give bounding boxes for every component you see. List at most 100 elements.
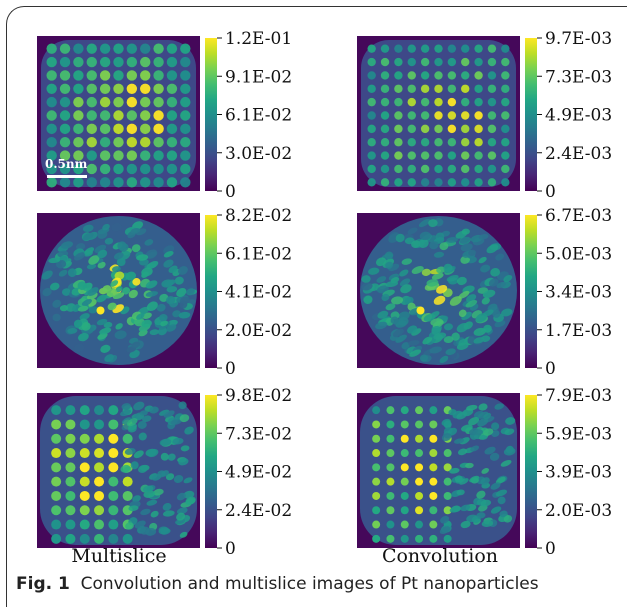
atom-spot	[447, 71, 457, 80]
atom-spot	[94, 419, 105, 430]
atom-spot	[394, 164, 403, 174]
atom-spot	[51, 476, 62, 487]
heatmap-image	[357, 213, 520, 368]
atom-spot	[167, 319, 178, 326]
atom-spot	[113, 43, 124, 54]
atom-spot	[380, 124, 390, 134]
atom-spot	[418, 239, 429, 248]
colorbar-tick-label: 2.4E-02	[225, 501, 292, 521]
atom-spot	[441, 418, 451, 427]
atom-spot	[446, 274, 459, 282]
atom-spot	[132, 495, 141, 503]
atom-spot	[126, 137, 138, 148]
atom-spot	[136, 254, 149, 261]
atom-spot	[436, 266, 446, 274]
atom-spot	[183, 477, 193, 484]
atom-spot	[88, 255, 100, 265]
atom-spot	[472, 429, 484, 436]
atom-spot	[99, 110, 111, 121]
atom-spot	[160, 452, 169, 461]
atom-spot	[141, 319, 152, 328]
atom-spot	[386, 534, 395, 543]
colorbar-tick-label: 7.9E-03	[545, 386, 612, 406]
atom-spot	[420, 111, 430, 120]
atom-spot	[94, 519, 105, 530]
atom-spot	[487, 164, 497, 174]
atom-spot	[146, 499, 158, 506]
atom-spot	[59, 70, 71, 81]
atom-spot	[453, 438, 465, 444]
atom-spot	[128, 289, 138, 299]
colorbar-tick-label: 9.7E-03	[545, 29, 612, 49]
atom-spot	[163, 259, 174, 268]
atom-spot	[431, 272, 444, 280]
atom-spot	[474, 97, 483, 107]
atom-spot	[113, 252, 124, 260]
atom-spot	[126, 110, 138, 121]
atom-spot	[46, 163, 57, 175]
atom-spot	[180, 56, 191, 68]
atom-spot	[166, 324, 177, 332]
atom-spot	[367, 44, 376, 53]
atom-spot	[126, 163, 138, 175]
atom-spot	[140, 150, 151, 161]
atom-spot	[423, 313, 436, 322]
atom-spot	[166, 150, 178, 161]
atom-spot	[460, 504, 471, 512]
colorbar-tick-label: 5.9E-03	[545, 424, 612, 444]
atom-spot	[108, 505, 119, 516]
atom-spot	[429, 420, 438, 429]
atom-spot	[415, 420, 424, 429]
atom-spot	[367, 178, 376, 187]
atom-spot	[163, 250, 174, 258]
atom-spot	[367, 97, 376, 107]
atom-spot	[126, 123, 138, 135]
atom-spot	[65, 419, 76, 430]
atom-spot	[429, 506, 438, 515]
atom-spot	[372, 506, 381, 515]
atom-spot	[487, 44, 497, 53]
colorbar: 8.2E-02 6.1E-02 4.1E-02 2.0E-02 0	[205, 206, 292, 379]
atom-spot	[434, 84, 443, 93]
atom-spot	[363, 295, 373, 305]
atom-spot	[460, 520, 471, 529]
atom-spot	[124, 447, 136, 455]
atom-spot	[49, 282, 60, 291]
atom-spot	[131, 341, 140, 349]
atom-spot	[461, 311, 472, 321]
atom-spot	[487, 84, 497, 93]
atom-spot	[51, 519, 62, 530]
atom-spot	[99, 163, 111, 175]
atom-spot	[164, 279, 176, 287]
atom-spot	[380, 151, 390, 160]
heatmap-image	[37, 393, 200, 548]
atom-spot	[420, 178, 430, 187]
atom-spot	[99, 177, 111, 188]
atom-spot	[59, 56, 71, 68]
atom-spot	[59, 96, 71, 108]
atom-spot	[459, 236, 471, 244]
atom-spot	[407, 111, 416, 120]
atom-spot	[183, 490, 195, 499]
atom-spot	[478, 403, 488, 411]
atom-spot	[501, 138, 510, 147]
atom-spot	[94, 405, 105, 416]
atom-spot	[461, 97, 470, 107]
atom-spot	[461, 424, 473, 432]
atom-spot	[422, 336, 433, 345]
atom-spot	[107, 302, 117, 311]
atom-spot	[434, 97, 443, 107]
atom-spot	[157, 470, 166, 478]
atom-spot	[97, 261, 106, 269]
atom-spot	[501, 71, 510, 80]
atom-spot	[176, 512, 186, 521]
atom-spot	[108, 433, 119, 444]
atom-spot	[421, 268, 431, 276]
atom-spot	[505, 417, 516, 425]
atom-spot	[483, 428, 494, 436]
atom-spot	[372, 491, 381, 500]
atom-spot	[73, 70, 84, 81]
atom-spot	[166, 56, 178, 68]
atom-spot	[82, 224, 94, 233]
colorbar: 9.8E-02 7.3E-02 4.9E-02 2.4E-02 0	[205, 386, 292, 559]
